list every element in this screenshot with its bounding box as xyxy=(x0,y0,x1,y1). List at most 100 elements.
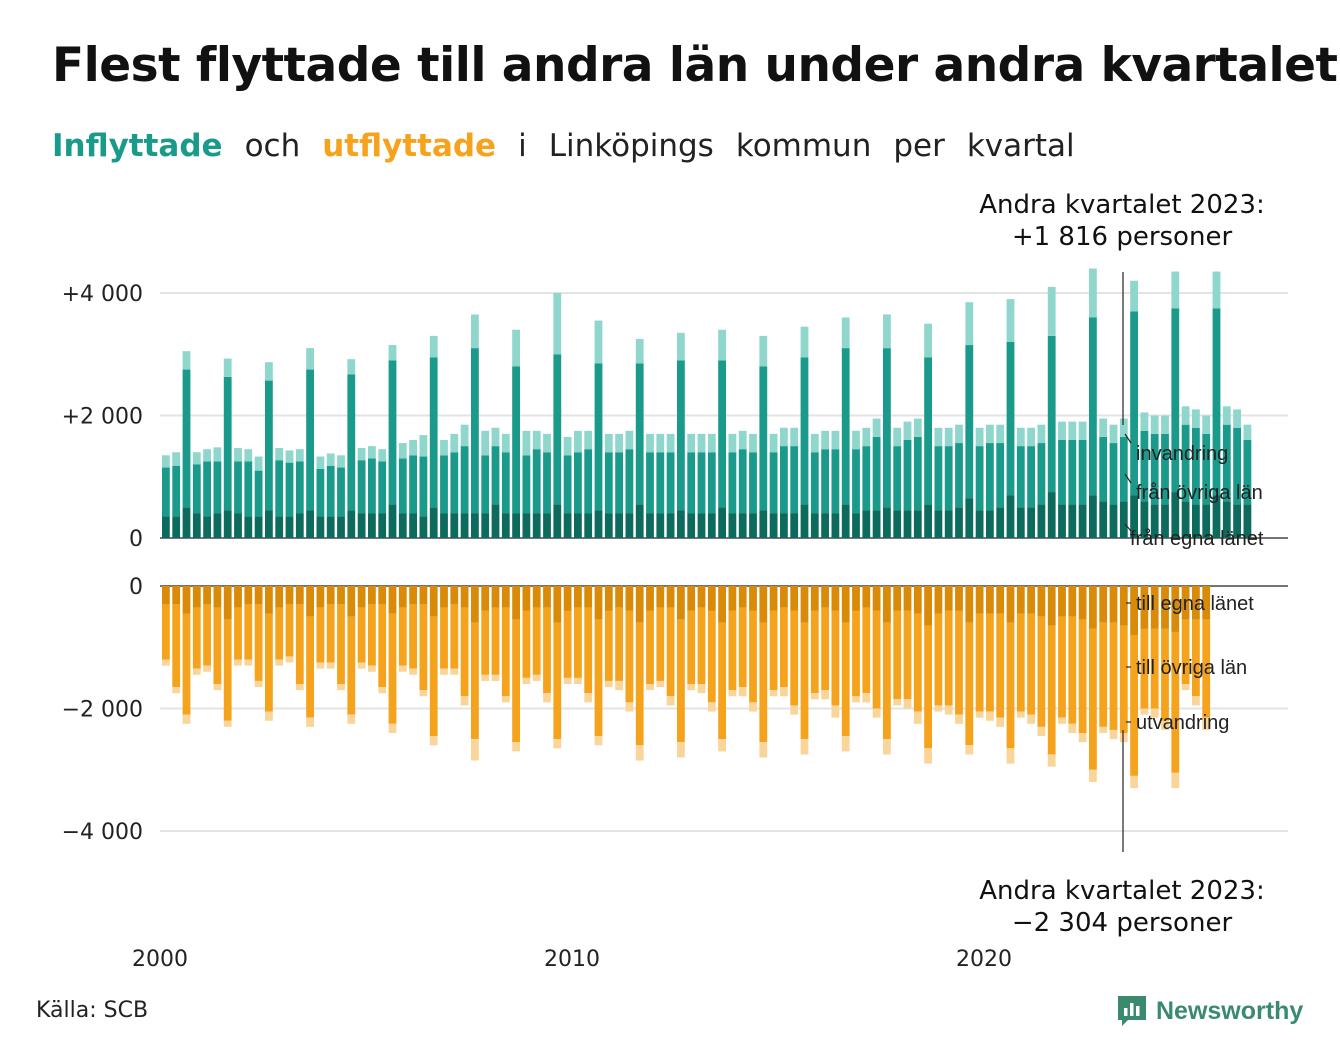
inflow-bar-93-invandring xyxy=(1119,418,1128,437)
outflow-bar-79-till-övriga-län xyxy=(975,613,984,712)
inflow-bar-52-invandring xyxy=(697,433,706,453)
inflow-bar-103-från-övriga-län xyxy=(1222,424,1231,502)
outflow-bar-35-till-egna-länet xyxy=(522,586,531,611)
outflow-bar-8-utvandring xyxy=(244,659,253,666)
inflow-bar-29-från-övriga-län xyxy=(460,446,469,514)
outflow-bar-55-till-övriga-län xyxy=(728,610,737,691)
outflow-bar-64-till-egna-länet xyxy=(821,586,829,608)
outflow-bar-9-utvandring xyxy=(254,680,263,688)
inflow-bar-15-från-egna-länet xyxy=(316,516,325,538)
outflow-bar-29-utvandring xyxy=(460,696,469,706)
outflow-bar-71-utvandring xyxy=(893,699,902,706)
outflow-bar-95-till-övriga-län xyxy=(1140,628,1149,709)
inflow-bar-51-från-egna-länet xyxy=(687,513,696,538)
inflow-bar-12-invandring xyxy=(285,450,294,463)
inflow-bar-47-från-övriga-län xyxy=(646,452,654,514)
outflow-bar-56-utvandring xyxy=(738,687,747,697)
inflow-bar-45-från-egna-länet xyxy=(625,513,634,538)
inflow-bar-100-från-egna-länet xyxy=(1192,504,1200,538)
inflow-bar-31-från-övriga-län xyxy=(481,455,490,514)
outflow-bar-55-utvandring xyxy=(728,690,737,697)
outflow-bar-51-till-egna-länet xyxy=(687,586,696,611)
outflow-bar-57-till-egna-länet xyxy=(749,586,757,611)
outflow-bar-71-till-övriga-län xyxy=(893,610,902,700)
outflow-bar-85-till-övriga-län xyxy=(1037,616,1046,727)
outflow-bar-68-till-egna-länet xyxy=(862,586,871,608)
inflow-bar-54-invandring xyxy=(718,329,726,361)
inflow-bar-76-från-övriga-län xyxy=(944,446,953,511)
outflow-bar-34-utvandring xyxy=(512,742,520,752)
brand-logo: Newsworthy xyxy=(1116,994,1303,1028)
leader-ovriga xyxy=(1124,473,1132,484)
inflow-bar-69-från-egna-länet xyxy=(872,510,881,538)
inflow-bar-21-från-övriga-län xyxy=(378,461,387,514)
inflow-bar-11-från-övriga-län xyxy=(275,460,284,517)
xtick-label-1: 2010 xyxy=(544,947,600,972)
inflow-bar-13-invandring xyxy=(295,449,304,462)
subtitle-kommun: kommun xyxy=(735,128,872,164)
outflow-bar-53-till-egna-länet xyxy=(707,586,716,611)
inflow-bar-3-invandring xyxy=(192,452,201,465)
inflow-bar-85-invandring xyxy=(1037,424,1046,444)
outflow-bar-64-utvandring xyxy=(821,690,829,700)
inflow-bar-71-från-egna-länet xyxy=(893,510,902,538)
inflow-bar-95-från-egna-länet xyxy=(1140,501,1149,538)
outflow-bar-77-till-egna-länet xyxy=(955,586,963,611)
outflow-bar-14-till-övriga-län xyxy=(306,616,314,718)
outflow-bar-62-utvandring xyxy=(800,739,809,755)
inflow-bar-39-från-egna-länet xyxy=(563,513,572,538)
inflow-bar-8-invandring xyxy=(244,449,253,462)
inflow-bar-34-invandring xyxy=(512,329,520,367)
inflow-bar-58-från-övriga-län xyxy=(759,366,768,511)
outflow-bar-87-till-egna-länet xyxy=(1058,586,1066,617)
inflow-bar-38-från-egna-länet xyxy=(553,504,562,538)
outflow-bar-80-till-egna-länet xyxy=(986,586,994,614)
inflow-bar-82-invandring xyxy=(1006,299,1015,343)
inflow-bar-73-från-övriga-län xyxy=(913,436,922,511)
outflow-bar-92-till-övriga-län xyxy=(1109,622,1118,730)
outflow-bar-101-till-egna-länet xyxy=(1202,586,1211,620)
inflow-bar-33-invandring xyxy=(501,433,510,453)
inflow-bar-43-invandring xyxy=(604,433,613,453)
inflow-bar-40-från-övriga-län xyxy=(574,452,582,514)
outflow-bar-17-utvandring xyxy=(337,684,345,691)
inflow-bar-103-från-egna-länet xyxy=(1222,501,1231,538)
annotation-top-line2: +1 816 personer xyxy=(1012,222,1233,252)
inflow-bar-72-invandring xyxy=(903,421,912,441)
inflow-bar-38-invandring xyxy=(553,293,562,355)
outflow-bar-95-till-egna-länet xyxy=(1140,586,1149,629)
inflow-bar-80-från-egna-länet xyxy=(986,510,994,538)
inflow-bar-10-invandring xyxy=(265,362,273,381)
outflow-bar-61-utvandring xyxy=(790,705,799,715)
outflow-bar-61-till-övriga-län xyxy=(790,610,799,706)
outflow-bar-77-utvandring xyxy=(955,714,963,724)
inflow-bar-39-från-övriga-län xyxy=(563,455,572,514)
inflow-bar-47-från-egna-länet xyxy=(646,513,654,538)
inflow-bar-36-invandring xyxy=(532,430,541,450)
outflow-bar-90-till-övriga-län xyxy=(1089,628,1097,770)
inflow-bar-23-från-egna-länet xyxy=(398,513,407,538)
inflow-bar-44-från-övriga-län xyxy=(615,452,623,514)
outflow-bar-72-till-egna-länet xyxy=(903,586,912,611)
outflow-bar-77-till-övriga-län xyxy=(955,610,963,715)
outflow-bar-39-till-egna-länet xyxy=(563,586,572,611)
outflow-bar-78-utvandring xyxy=(965,745,974,755)
inflow-bar-92-från-övriga-län xyxy=(1109,443,1118,505)
outflow-bar-4-till-egna-länet xyxy=(203,586,211,605)
outflow-bar-17-till-övriga-län xyxy=(337,604,345,685)
inflow-bar-55-från-egna-länet xyxy=(728,513,737,538)
inflow-bar-6-invandring xyxy=(223,358,232,377)
inflow-bar-55-från-övriga-län xyxy=(728,452,737,514)
inflow-bar-41-från-övriga-län xyxy=(584,449,593,514)
inflow-bar-51-från-övriga-län xyxy=(687,452,696,514)
outflow-bar-67-utvandring xyxy=(852,696,860,703)
inflow-bar-59-invandring xyxy=(769,433,778,453)
outflow-bar-45-utvandring xyxy=(625,702,634,712)
outflow-bar-47-till-övriga-län xyxy=(646,610,654,684)
inflow-bar-87-från-egna-länet xyxy=(1058,504,1066,538)
outflow-bar-59-till-övriga-län xyxy=(769,610,778,691)
inflow-bar-27-invandring xyxy=(440,440,448,456)
label-till-ovriga-lan: till övriga län xyxy=(1136,657,1247,679)
inflow-bar-20-invandring xyxy=(368,446,376,459)
ytick-label-top-1: +2 000 xyxy=(62,405,143,430)
